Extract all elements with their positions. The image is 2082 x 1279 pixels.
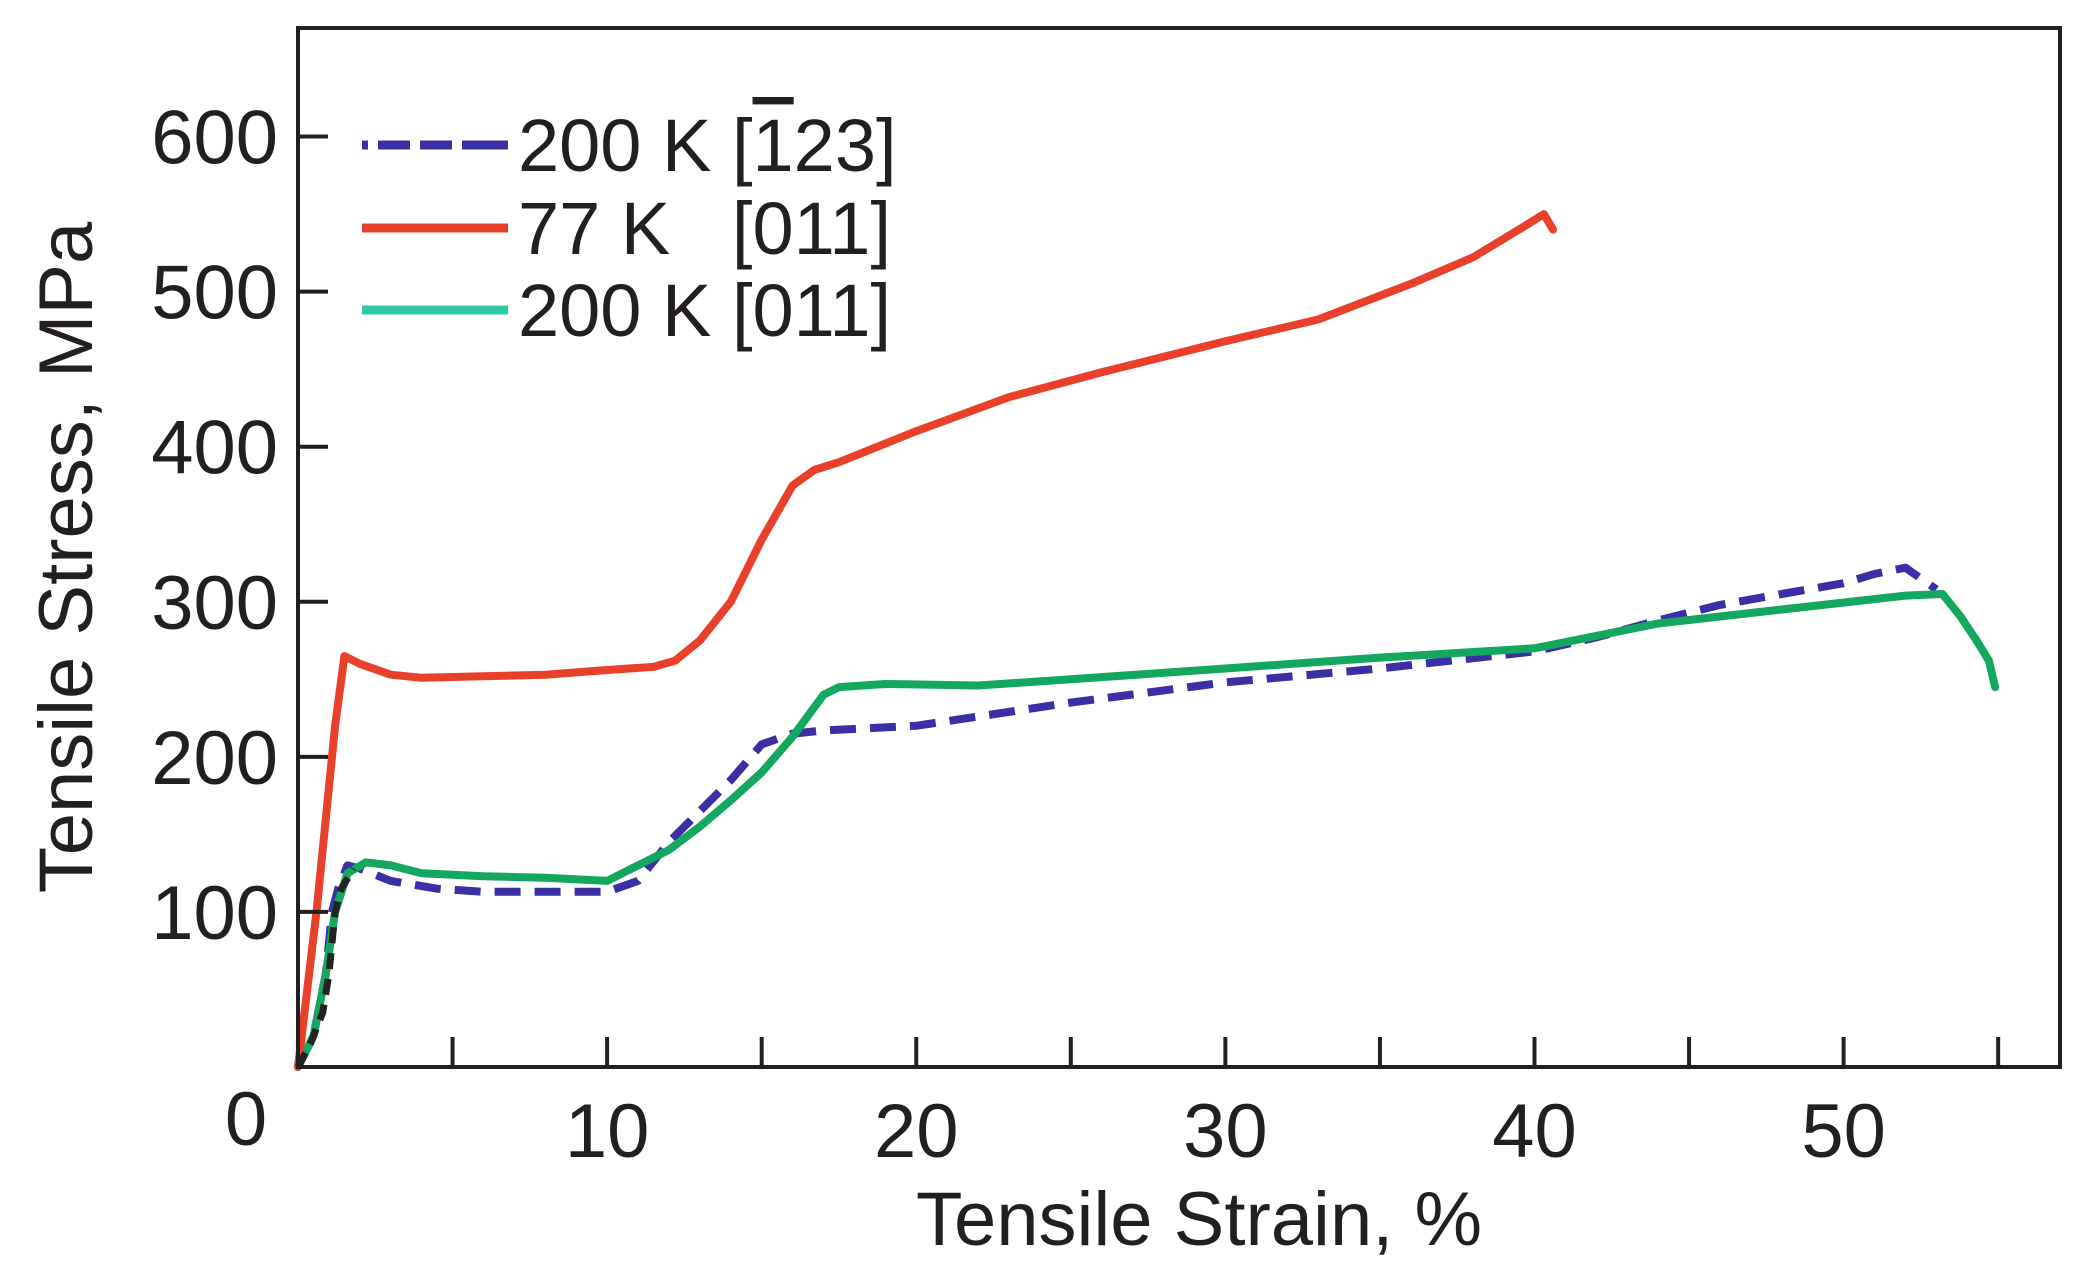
y-tick-label: 500: [151, 251, 278, 336]
x-tick-label: 10: [565, 1089, 650, 1174]
curve-layer: [294, 210, 2000, 1071]
x-origin-label: 0: [225, 1077, 267, 1162]
legend-label-200k-123-tail: 23]: [794, 104, 897, 187]
y-tick-label: 100: [151, 871, 278, 956]
legend-label-200k-123: 200 K [123]: [518, 104, 897, 187]
x-axis-title: Tensile Strain, %: [916, 1177, 1482, 1262]
y-tick-label: 300: [151, 561, 278, 646]
x-tick-label: 30: [1183, 1089, 1268, 1174]
curve-200k-123: [294, 563, 1939, 1069]
legend-label-200k-123-bar: 1: [753, 104, 794, 187]
legend-label-200k-123-main: 200 K [: [518, 104, 753, 187]
y-tick-label: 400: [151, 406, 278, 491]
legend-item-200k-123: 200 K [123]: [362, 104, 897, 187]
x-tick-label: 20: [874, 1089, 959, 1174]
x-tick-label: 50: [1801, 1089, 1886, 1174]
curve-200k-011: [294, 590, 2000, 1071]
curve-initial-loading: [294, 866, 357, 1069]
y-tick-label: 600: [151, 96, 278, 181]
x-tick-label: 40: [1492, 1089, 1577, 1174]
y-tick-label: 200: [151, 716, 278, 801]
axes-layer: [296, 26, 2062, 1069]
plot-frame: [296, 26, 2062, 1069]
legend-label-200k-011: 200 K [011]: [518, 269, 891, 352]
legend-label-77k-011: 77 K [011]: [518, 187, 891, 270]
legend: 200 K [123] 77 K [011] 200 K [011]: [362, 104, 897, 352]
curve-77k-011: [294, 210, 1557, 1071]
legend-item-77k-011: 77 K [011]: [362, 187, 891, 270]
y-axis-title: Tensile Stress, MPa: [24, 221, 109, 893]
legend-item-200k-011: 200 K [011]: [362, 269, 891, 352]
